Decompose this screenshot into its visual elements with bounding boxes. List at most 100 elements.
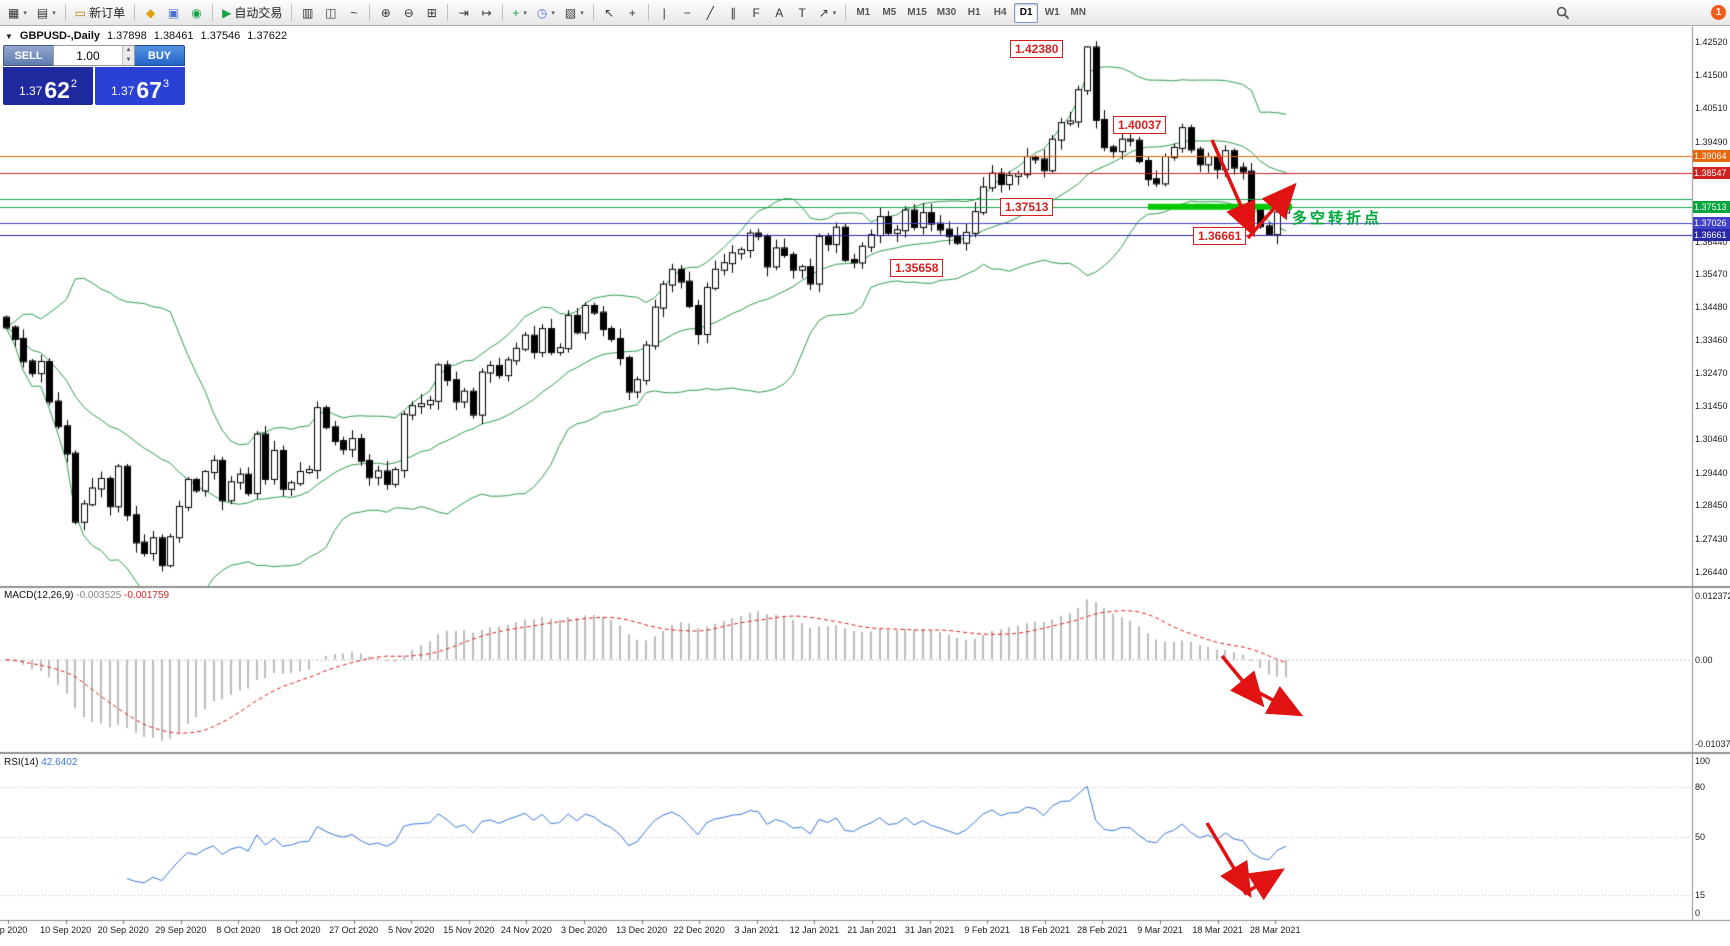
text-label-button[interactable]: T: [792, 3, 813, 23]
community-button[interactable]: ◉: [186, 3, 207, 23]
toolbar-separator: [447, 4, 449, 21]
price-note-annotation[interactable]: 1.40037: [1113, 116, 1167, 134]
bar-chart-button[interactable]: ▥: [297, 3, 318, 23]
indicators-plus-icon: +: [512, 5, 520, 20]
periods-button[interactable]: ◷ ▾: [533, 3, 559, 23]
text-icon: A: [775, 5, 784, 20]
timeframe-h4-button[interactable]: H4: [988, 3, 1012, 23]
timeframe-mn-button[interactable]: MN: [1066, 3, 1090, 23]
date-label: 24 Nov 2020: [500, 925, 552, 935]
indicators-button[interactable]: + ▾: [508, 3, 531, 23]
macd-signal-value: -0.001759: [124, 590, 170, 601]
timeframe-m5-button[interactable]: M5: [877, 3, 901, 23]
date-label: 9 Feb 2021: [964, 925, 1010, 935]
price-axis-label: 1.41500: [1695, 70, 1728, 81]
volume-input[interactable]: [54, 46, 122, 65]
rsi-axis-label: 80: [1695, 782, 1706, 793]
horizontal-line-icon: −: [683, 5, 691, 20]
search-button[interactable]: [1548, 2, 1577, 24]
horizontal-line-button[interactable]: −: [677, 3, 698, 23]
buy-button[interactable]: BUY: [135, 45, 185, 66]
tile-windows-button[interactable]: ⊞: [421, 3, 442, 23]
candlestick-button[interactable]: ◫: [320, 3, 341, 23]
new-chart-icon: ▦: [8, 5, 20, 20]
chevron-down-icon: ▾: [580, 9, 584, 17]
macd-axis-label: -0.010374: [1695, 739, 1730, 749]
info-icon: ◉: [191, 5, 202, 20]
date-label: 18 Feb 2021: [1019, 925, 1071, 935]
price-axis-tag: 1.37026: [1693, 216, 1730, 229]
new-order-button-label: 新订单: [89, 6, 126, 20]
crosshair-button[interactable]: +: [622, 3, 643, 23]
toolbar-buttons: ▦ ▾ ▤ ▾ ▭ 新订单 ◆ ▣ ◉ ▶ 自动交易 ▥ ◫ ~ ⊕ ⊖ ⊞ ⇥ ↦ + ▾ ◷ ▾ ▧ ▾ ↖ + | − ╱ ∥ F A T ↗…: [3, 3, 841, 23]
channel-button[interactable]: ∥: [723, 3, 744, 23]
date-label: 18 Oct 2020: [271, 925, 321, 935]
toolbar-separator: [291, 4, 293, 21]
chart-profiles-button[interactable]: ▤ ▾: [33, 3, 60, 23]
price-axis-label: 1.28450: [1695, 500, 1728, 511]
ohlc-open: 1.37898: [107, 30, 147, 42]
label-icon: T: [798, 5, 806, 20]
date-label: 8 Oct 2020: [216, 925, 261, 935]
vertical-line-button[interactable]: |: [654, 3, 675, 23]
autotrading-button[interactable]: ▶ 自动交易: [218, 3, 286, 23]
macd-label: MACD(12,26,9) -0.003525 -0.001759: [4, 590, 170, 601]
volume-down-button[interactable]: ▼: [122, 55, 134, 65]
ohlc-low: 1.37546: [200, 30, 241, 42]
ask-price-pips: 67: [136, 77, 162, 103]
zoom-in-icon: ⊕: [380, 5, 391, 20]
auto-scroll-button[interactable]: ⇥: [453, 3, 474, 23]
one-click-toggle-icon[interactable]: ▼: [5, 31, 13, 41]
chart-shift-button[interactable]: ↦: [476, 3, 497, 23]
date-label: 18 Mar 2021: [1192, 925, 1243, 935]
cursor-button[interactable]: ↖: [599, 3, 620, 23]
toolbar-separator: [212, 4, 214, 21]
rsi-axis-label: 15: [1695, 890, 1706, 901]
price-axis-label: 1.27430: [1695, 533, 1728, 544]
date-label: 13 Dec 2020: [616, 925, 668, 935]
price-note-annotation[interactable]: 1.42380: [1010, 40, 1064, 58]
macd-main-value: -0.003525: [76, 590, 122, 601]
rsi-axis-label: 0: [1695, 908, 1701, 918]
zoom-out-button[interactable]: ⊖: [398, 3, 419, 23]
price-axis-label: 1.33460: [1695, 335, 1728, 346]
fibonacci-icon: F: [752, 5, 760, 20]
timeframe-h1-button[interactable]: H1: [962, 3, 986, 23]
sell-button[interactable]: SELL: [3, 45, 53, 66]
zoom-in-button[interactable]: ⊕: [375, 3, 396, 23]
arrows-button[interactable]: ↗ ▾: [815, 3, 841, 23]
ask-price-button[interactable]: 1.37 67 3: [95, 67, 185, 105]
notification-badge[interactable]: 1: [1711, 5, 1726, 20]
timeframe-m30-button[interactable]: M30: [933, 3, 960, 23]
new-chart-button[interactable]: ▦ ▾: [4, 3, 31, 23]
turning-point-note[interactable]: 多空转折点: [1292, 210, 1383, 227]
tile-windows-icon: ⊞: [426, 5, 437, 20]
metaeditor-icon: ◆: [145, 5, 156, 20]
price-note-annotation[interactable]: 1.37513: [1000, 198, 1054, 216]
templates-button[interactable]: ▧ ▾: [561, 3, 588, 23]
terminal-button[interactable]: ▣: [163, 3, 184, 23]
timeframe-d1-button[interactable]: D1: [1014, 2, 1039, 23]
date-label: Sep 2020: [0, 925, 28, 935]
chevron-down-icon: ▾: [523, 9, 527, 17]
volume-stepper: ▲ ▼: [121, 46, 134, 65]
metaeditor-button[interactable]: ◆: [140, 3, 161, 23]
date-label: 20 Sep 2020: [97, 925, 149, 935]
bid-price-button[interactable]: 1.37 62 2: [3, 67, 93, 105]
price-note-annotation[interactable]: 1.36661: [1193, 227, 1247, 245]
timeframe-w1-button[interactable]: W1: [1040, 3, 1064, 23]
date-label: 29 Sep 2020: [155, 925, 207, 935]
date-label: 27 Oct 2020: [329, 925, 379, 935]
line-chart-button[interactable]: ~: [343, 3, 364, 23]
price-note-annotation[interactable]: 1.35658: [890, 259, 944, 277]
ask-price-point: 3: [162, 78, 170, 90]
text-button[interactable]: A: [769, 3, 790, 23]
fibonacci-button[interactable]: F: [746, 3, 767, 23]
channel-icon: ∥: [730, 5, 737, 20]
timeframe-m15-button[interactable]: M15: [903, 3, 930, 23]
volume-up-button[interactable]: ▲: [122, 46, 134, 56]
timeframe-m1-button[interactable]: M1: [851, 3, 875, 23]
trendline-button[interactable]: ╱: [700, 3, 721, 23]
new-order-button[interactable]: ▭ 新订单: [71, 3, 129, 23]
